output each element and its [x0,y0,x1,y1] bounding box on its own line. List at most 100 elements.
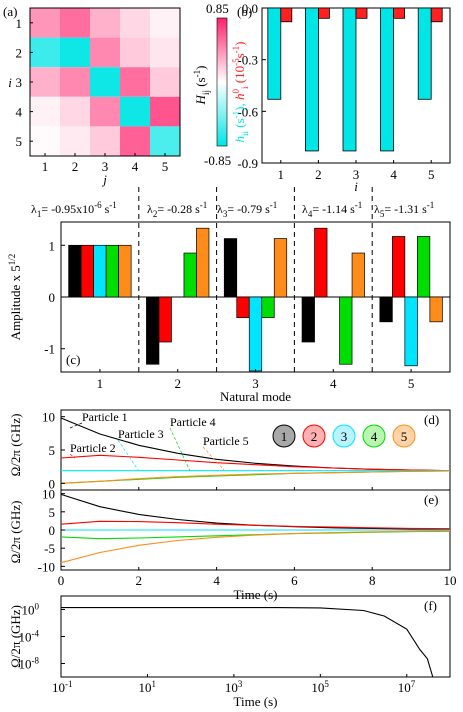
panel-tag: (e) [424,492,438,507]
x-tick-label: 2 [174,376,181,391]
mode-bar [68,244,82,298]
x-tick-label: 105 [311,679,329,695]
x-tick-label: 103 [225,679,243,695]
heatmap-cell [90,8,120,38]
x-axis-label: Time (s) [234,694,278,709]
x-tick-label: 107 [398,679,416,695]
heatmap-cell [90,67,120,97]
particle-circle [392,424,416,448]
mode-bar [351,252,365,298]
circle-number: 1 [281,429,288,444]
y-tick-label: 100 [22,602,40,618]
heatmap-cell [120,8,150,38]
heatmap-cell [150,96,180,127]
x-tick-label: 3 [102,159,109,174]
x-tick-label: 1 [42,159,49,174]
eigenvalue-label: λ1= -0.95x10-6 s-1 [31,200,117,219]
particle-circle [302,424,326,448]
x-tick-label: 3 [252,376,259,391]
colorbar [216,17,228,147]
y-axis-label: hii (s-1), h0i (10-5s-1) [231,41,250,142]
mode-bar [236,296,250,319]
circle-number: 3 [341,429,348,444]
mode-bar [301,296,315,343]
series-line [60,470,451,484]
y-tick-label: -5 [44,541,55,556]
circle-number: 2 [311,429,318,444]
mode-bar [105,244,120,298]
mode-bar [118,244,132,298]
heatmap-cell [120,37,150,68]
y-tick-label: 2 [16,45,23,60]
panel-tag: (b) [237,4,252,19]
panel-b: 1 2 3 4 5 0.0 -0.3 -0.6 -0.9 i hii (s-1), h0i (10-… [231,1,451,194]
particle-pointer [169,427,191,472]
y-tick-label: 5 [16,134,23,149]
mode-bar [223,238,238,298]
y-tick-label: 10 [42,487,55,502]
heatmap-cell [150,8,180,38]
x-tick-label: 10 [444,573,457,588]
bar-hii [304,7,319,152]
x-tick-label: 4 [330,376,337,391]
mode-bar [80,244,95,298]
heatmap-cell [120,96,150,127]
eigenvalue-label: λ5= -1.31 s-1 [374,200,434,219]
heatmap-cell [90,126,120,156]
y-tick-label: 1 [49,238,56,253]
heatmap-cell [60,8,90,38]
y-tick-label: -0.6 [237,104,258,119]
x-tick-label: 1 [278,167,285,182]
y-tick-label: -10 [38,559,55,574]
panel-tag: (f) [424,598,437,613]
y-axis-label: Ω/2π (GHz) [8,414,23,477]
series-line [60,470,451,484]
panel-tag: (a) [3,4,17,19]
x-axis-label: i [354,179,358,194]
bar-hi0 [280,7,293,23]
particle-circle [272,424,296,448]
eigenvalue-label: λ4= -1.14 s-1 [302,200,362,219]
y-tick-label: 0 [49,476,56,491]
heatmap-cell [60,67,90,97]
colorbar-max: 0.85 [206,1,229,16]
panel-tag: (c) [66,352,80,367]
x-tick-label: 2 [72,159,79,174]
heatmap-cell [30,8,60,38]
eigenvalue-label: λ3= -0.79 s-1 [217,200,277,219]
particle-pointer [69,453,76,459]
x-tick-label: 1 [97,376,104,391]
y-tick-label: 10 [42,410,55,425]
bar-hi0 [393,7,406,19]
y-axis-label: Ω/2π (GHz) [8,605,23,668]
particle-pointer [117,439,139,471]
panel-a: 1 1 2 2 3 3 4 4 5 5 j i (a) 0.85 -0.85 Hij (s-1) [3,1,231,187]
mode-bar [273,238,288,298]
particle-label: Particle 5 [203,434,249,448]
mode-bar [261,296,275,319]
series-line [61,607,434,678]
particle-pointer [202,446,225,471]
mode-bar [158,296,172,343]
y-tick-label: -0.3 [237,53,258,68]
bar-hii [380,7,395,152]
y-tick-label: 10-4 [19,629,40,645]
colorbar-label: Hij (s-1) [192,66,211,106]
bar-hii [267,7,282,100]
particle-pointer [69,422,83,429]
y-tick-label: 0 [49,290,56,305]
bar-hi0 [430,7,443,23]
heatmap-cell [60,37,90,68]
panel-tag: (d) [424,412,439,427]
mode-bar [339,296,353,365]
particle-label: Particle 2 [70,441,116,455]
y-tick-label: 1 [16,16,23,31]
y-tick-label: 3 [16,75,23,90]
heatmap-cell [150,37,180,68]
mode-bar [183,252,197,298]
heatmap-cell [90,96,120,127]
x-axis-label: Time (s) [234,587,278,602]
x-tick-label: 5 [428,167,435,182]
mode-bar [392,236,406,298]
series-line [60,530,451,564]
